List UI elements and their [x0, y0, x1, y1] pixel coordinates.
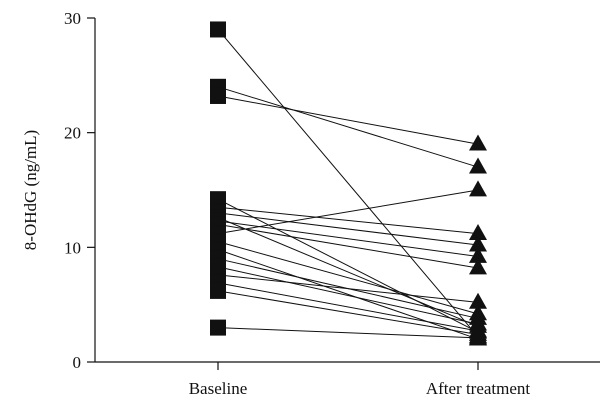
- pair-line-18: [217, 327, 479, 339]
- y-tick-label: 20: [64, 124, 81, 143]
- pair-line-8: [217, 220, 479, 258]
- pair-line-10: [217, 189, 479, 235]
- after-treatment-point-3: [469, 134, 487, 151]
- pair-line-6: [217, 212, 479, 246]
- x-tick-label: After treatment: [426, 379, 531, 398]
- baseline-point-17: [210, 282, 226, 299]
- after-treatment-point-6: [469, 235, 487, 252]
- pair-line-5: [217, 206, 479, 235]
- baseline-point-18: [210, 319, 226, 336]
- pair-line-2: [217, 86, 479, 168]
- pair-line-7: [217, 217, 479, 327]
- after-treatment-point-9: [469, 258, 487, 275]
- baseline-point-1: [210, 21, 226, 38]
- pair-line-15: [217, 274, 479, 303]
- markers-layer: [210, 21, 487, 346]
- pair-line-4: [217, 198, 479, 333]
- after-treatment-point-15: [469, 292, 487, 309]
- baseline-point-3: [210, 87, 226, 104]
- y-tick-label: 10: [64, 238, 81, 257]
- pair-line-3: [217, 95, 479, 145]
- y-tick-label: 30: [64, 9, 81, 28]
- pair-line-17: [217, 290, 479, 335]
- y-tick-label: 0: [73, 353, 82, 372]
- pair-line-11: [217, 241, 479, 315]
- pair-line-1: [217, 29, 479, 338]
- y-axis-title: 8-OHdG (ng/mL): [21, 130, 40, 250]
- after-treatment-point-2: [469, 157, 487, 174]
- x-tick-label: Baseline: [189, 379, 248, 398]
- pair-line-9: [217, 223, 479, 269]
- pair-lines-layer: [217, 29, 479, 340]
- after-treatment-point-5: [469, 223, 487, 240]
- pair-line-14: [217, 266, 479, 325]
- after-treatment-point-8: [469, 246, 487, 263]
- pair-line-12: [217, 249, 479, 340]
- after-treatment-point-10: [469, 180, 487, 197]
- pair-line-16: [217, 282, 479, 332]
- axes-layer: 0 10 20 30 Baseline After treatment 8-OHdG (ng…: [21, 9, 600, 398]
- after-treatment-point-18: [469, 328, 487, 345]
